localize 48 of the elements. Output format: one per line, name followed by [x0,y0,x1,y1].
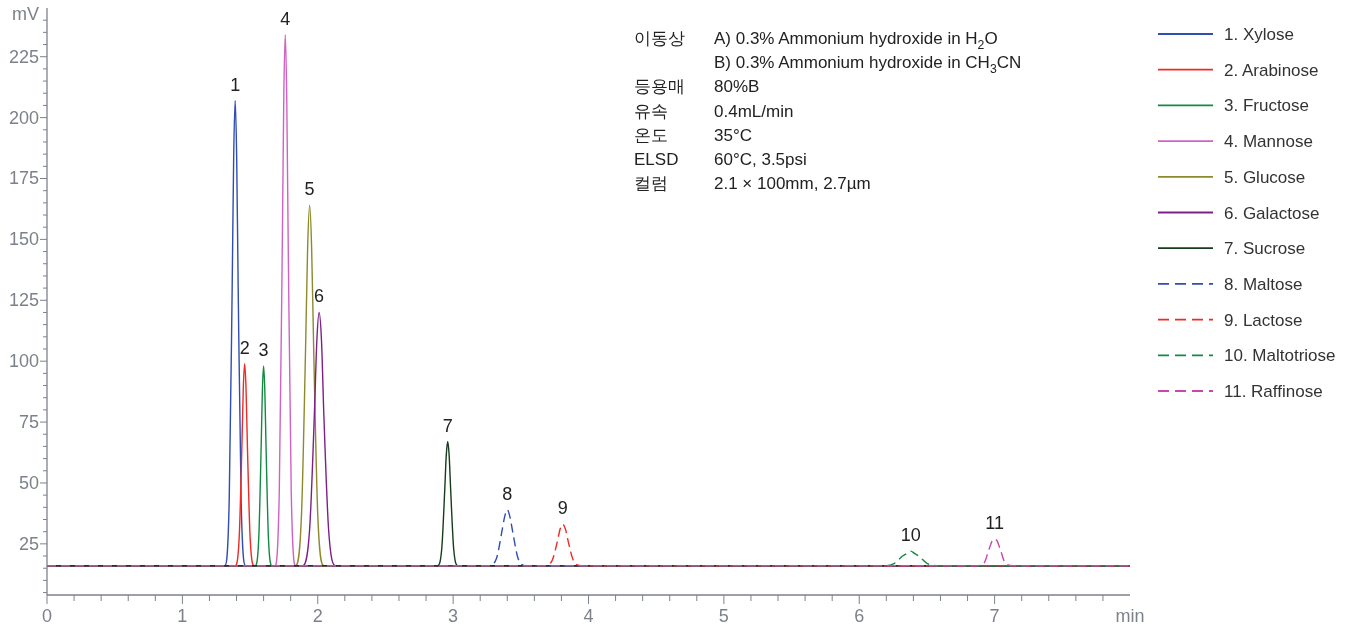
x-tick-label: 5 [718,606,729,626]
y-tick-label: 200 [8,107,39,128]
y-tick-label: 175 [8,168,39,189]
x-tick-label: 1 [177,606,188,626]
annotation: 4 [280,8,291,29]
annotation: 5 [304,179,315,200]
text: 유속 0.4mL/min [634,101,794,121]
legend-label: 1. Xylose [1224,25,1294,44]
annotation: 11 [985,512,1004,533]
text: 컬럼 2.1 × 100mm, 2.7µm [634,174,871,194]
x-tick-label: 3 [448,606,459,626]
annotation: 2 [239,337,250,358]
text: 온도 35°C [634,125,752,145]
y-tick-label: 25 [18,533,39,554]
x-axis-title: min [1115,606,1145,626]
annotation: 6 [314,286,325,307]
text: 이동상 A) 0.3% Ammonium hydroxide in H$_{2}$O [634,29,998,52]
x-tick-label: 6 [854,606,865,626]
legend-label: 11. Raffinose [1224,382,1323,401]
y-tick-label: 150 [8,229,39,250]
y-tick-label: 75 [18,412,39,433]
legend-label: 8. Maltose [1224,274,1303,294]
x-tick-label: 4 [583,606,594,626]
legend-label: 6. Galactose [1224,203,1320,223]
legend-label: 2. Arabinose [1224,60,1319,80]
y-tick-label: 100 [8,351,39,372]
annotation: B) 0.3% Ammonium hydroxide in CH$_{3}$CN [714,53,1022,77]
x-tick-label: 2 [312,606,323,626]
annotation: 10 [900,525,921,546]
legend-label: 3. Fructose [1224,96,1310,116]
legend-label: 9. Lactose [1224,310,1303,330]
y-tick-label: 125 [8,290,39,311]
x-tick-label: 0 [41,606,53,626]
text: 등용매 80%B [634,77,760,97]
y-tick-label: 225 [8,46,39,67]
annotation: 1 [230,74,241,95]
annotation: 8 [502,483,513,504]
y-tick-label: 50 [18,472,39,493]
legend-label: 5. Glucose [1224,167,1306,187]
legend-label: 10. Maltotriose [1224,346,1336,366]
legend-label: 4. Mannose [1224,132,1313,152]
annotation: 9 [557,498,568,519]
y-axis-title: mV [12,4,39,24]
text: ELSD 60°C, 3.5psi [634,150,807,169]
x-tick-label: 7 [989,606,1000,626]
annotation: 7 [442,415,453,436]
legend-label: 7. Sucrose [1224,239,1306,259]
annotation: 3 [258,340,269,361]
